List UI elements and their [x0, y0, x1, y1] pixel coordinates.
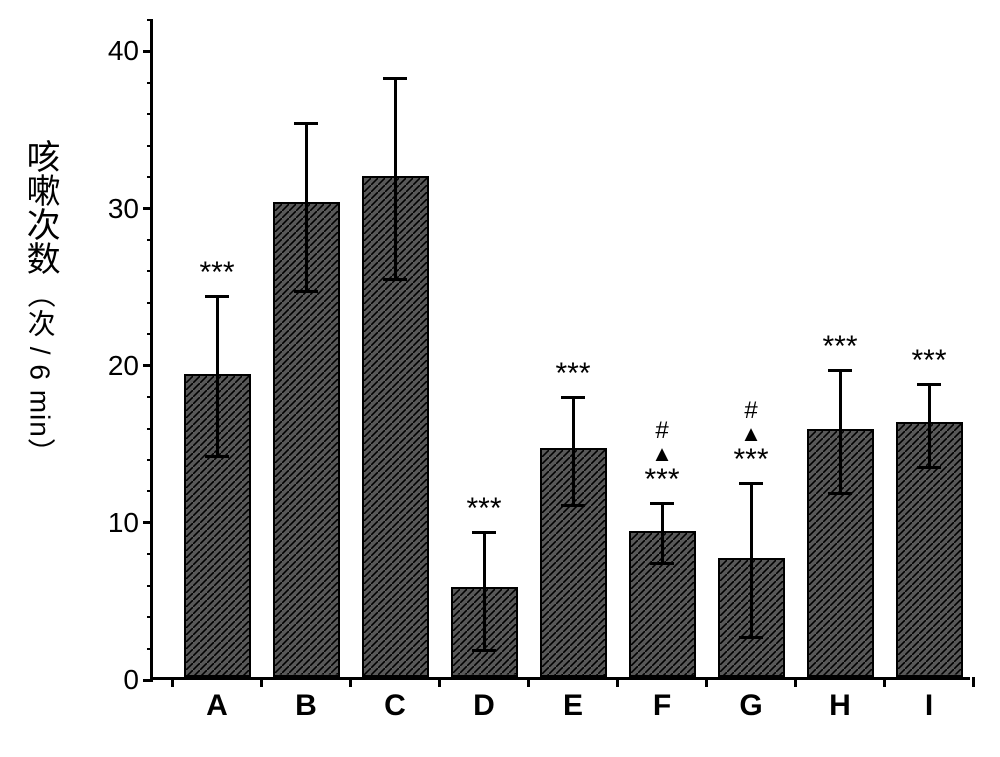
- x-tick-label: H: [829, 689, 851, 723]
- x-tick: [171, 677, 174, 687]
- y-axis-label-cjk: 咳嗽次数: [20, 139, 59, 275]
- x-tick: [705, 677, 708, 687]
- y-tick-minor: [147, 176, 153, 178]
- x-tick: [794, 677, 797, 687]
- x-tick: [349, 677, 352, 687]
- y-tick-label: 10: [108, 507, 139, 539]
- y-tick-minor: [147, 113, 153, 115]
- x-tick: [438, 677, 441, 687]
- y-axis-label-unit: （次 / 6 min）: [23, 280, 55, 467]
- error-bar: [650, 502, 674, 565]
- y-tick-minor: [147, 333, 153, 335]
- chart-container: 0 10 20 30 40 A *** B C D *** E *** F #▲*** G #▲*…: [0, 0, 1000, 757]
- y-tick-minor: [147, 302, 153, 304]
- y-tick-label: 0: [123, 664, 139, 696]
- error-bar: [294, 122, 318, 293]
- y-tick-minor: [147, 270, 153, 272]
- x-tick-label: F: [653, 689, 671, 723]
- x-tick-label: B: [295, 689, 317, 723]
- x-tick-label: C: [384, 689, 406, 723]
- error-bar: [561, 396, 585, 508]
- y-tick: [143, 364, 153, 367]
- significance-marker: ***: [199, 258, 234, 288]
- error-bar: [205, 295, 229, 458]
- error-bar: [383, 77, 407, 281]
- x-tick-label: G: [739, 689, 762, 723]
- x-tick: [527, 677, 530, 687]
- y-tick-minor: [147, 585, 153, 587]
- y-tick: [143, 521, 153, 524]
- x-tick-label: I: [925, 689, 933, 723]
- x-tick: [260, 677, 263, 687]
- x-tick: [883, 677, 886, 687]
- x-tick: [616, 677, 619, 687]
- y-tick-label: 30: [108, 193, 139, 225]
- significance-marker: ***: [466, 494, 501, 524]
- significance-marker: ***: [911, 346, 946, 376]
- y-tick-minor: [147, 648, 153, 650]
- y-tick-minor: [147, 490, 153, 492]
- y-tick-minor: [147, 239, 153, 241]
- y-tick-minor: [147, 616, 153, 618]
- y-tick: [143, 50, 153, 53]
- error-bar: [917, 383, 941, 469]
- error-bar: [828, 369, 852, 495]
- y-tick-label: 40: [108, 35, 139, 67]
- y-tick-minor: [147, 19, 153, 21]
- y-tick-minor: [147, 145, 153, 147]
- y-tick-minor: [147, 428, 153, 430]
- y-tick: [143, 207, 153, 210]
- y-tick-minor: [147, 82, 153, 84]
- significance-marker: #▲***: [644, 419, 679, 495]
- y-tick-minor: [147, 396, 153, 398]
- significance-marker: ***: [555, 359, 590, 389]
- significance-marker: ***: [822, 332, 857, 362]
- x-tick-label: E: [563, 689, 583, 723]
- x-tick-label: D: [473, 689, 495, 723]
- error-bar: [472, 531, 496, 652]
- plot-area: 010203040 A*** B C D*** E*** F#▲*** G#▲*…: [150, 20, 970, 680]
- x-tick-label: A: [206, 689, 228, 723]
- y-tick: [143, 679, 153, 682]
- y-tick-minor: [147, 459, 153, 461]
- y-tick-label: 20: [108, 350, 139, 382]
- y-tick-minor: [147, 553, 153, 555]
- y-axis-label: 咳嗽次数 （次 / 6 min）: [20, 139, 59, 473]
- error-bar: [739, 482, 763, 639]
- significance-marker: #▲***: [733, 399, 768, 475]
- x-tick: [972, 677, 975, 687]
